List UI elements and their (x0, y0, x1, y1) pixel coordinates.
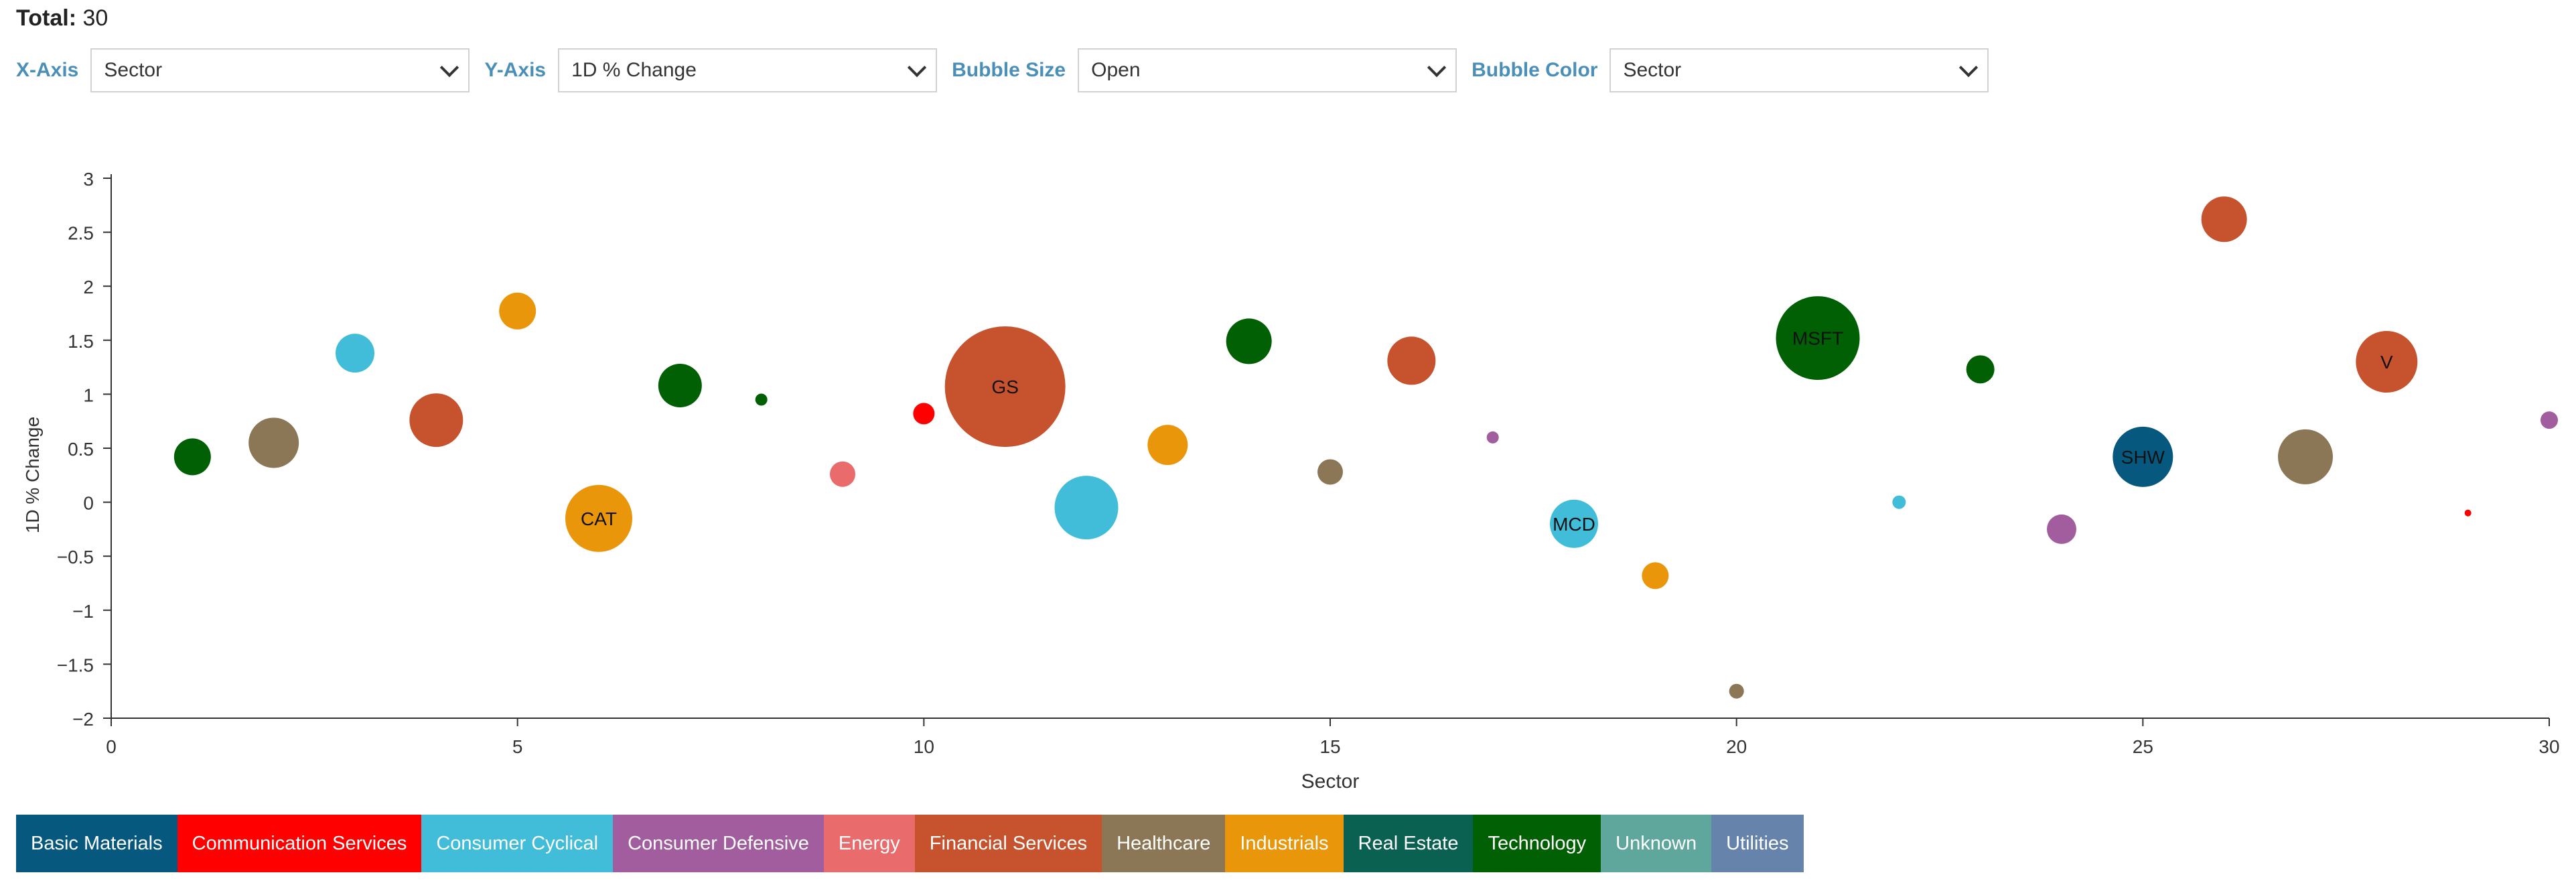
x-tick-label: 15 (1319, 736, 1340, 757)
y-tick-label: 0 (83, 493, 94, 514)
legend-item[interactable]: Industrials (1225, 815, 1344, 872)
bubble-chart: −2−1.5−1−0.500.511.522.530 5 10 15 20 25 30Sec… (22, 169, 2560, 793)
bubble-color-value: Sector (1623, 59, 1682, 81)
y-axis-label: Y-Axis (484, 59, 547, 81)
y-tick-label: −1 (72, 601, 94, 622)
bubble (1147, 425, 1188, 466)
legend-item[interactable]: Communication Services (177, 815, 422, 872)
bubble-color-label: Bubble Color (1472, 59, 1598, 81)
x-tick-label: 20 (1726, 736, 1747, 757)
legend-item[interactable]: Real Estate (1343, 815, 1474, 872)
y-tick-label: 1 (83, 385, 94, 405)
y-tick-label: −0.5 (57, 547, 94, 567)
bubble (658, 364, 702, 408)
y-axis-select[interactable]: 1D % Change (558, 48, 938, 92)
y-axis-title: 1D % Change (22, 417, 43, 533)
chevron-down-icon (1427, 58, 1447, 78)
x-tick-label: 10 (914, 736, 934, 757)
bubble-label: CAT (581, 508, 617, 529)
total-count: Total: 30 (16, 5, 108, 31)
total-value: 30 (82, 5, 109, 31)
bubble-size-value: Open (1091, 59, 1141, 81)
y-tick-label: −1.5 (57, 655, 94, 675)
bubble (830, 461, 855, 487)
legend-item[interactable]: Technology (1473, 815, 1601, 872)
x-axis-label: X-Axis (16, 59, 79, 81)
bubble (1387, 336, 1436, 385)
legend-item[interactable]: Energy (823, 815, 915, 872)
bubble (499, 292, 536, 330)
bubble (1776, 296, 1860, 381)
y-tick-label: 3 (83, 169, 94, 190)
bubble (248, 417, 299, 468)
bubble (173, 438, 211, 476)
bubble (2356, 331, 2418, 393)
bubble (944, 326, 1066, 448)
legend-item[interactable]: Consumer Defensive (613, 815, 824, 872)
y-tick-label: −2 (72, 709, 94, 730)
axis-controls: X-Axis Sector Y-Axis 1D % Change Bubble … (16, 47, 2003, 94)
x-tick-label: 5 (512, 736, 523, 757)
bubble (1226, 318, 1272, 364)
bubble (1317, 459, 1343, 485)
x-tick-label: 0 (106, 736, 117, 757)
bubble (1054, 476, 1119, 540)
chevron-down-icon (440, 58, 459, 78)
bubble (336, 334, 374, 373)
x-axis-value: Sector (104, 59, 163, 81)
bubble (1642, 562, 1669, 590)
legend-item[interactable]: Basic Materials (16, 815, 177, 872)
x-tick-label: 25 (2133, 736, 2153, 757)
chevron-down-icon (907, 58, 927, 78)
y-tick-label: 2.5 (68, 223, 94, 244)
bubble (1486, 431, 1499, 444)
bubble (755, 393, 768, 406)
bubble (1729, 683, 1744, 699)
bubble-label: SHW (2121, 447, 2165, 468)
bubble-label: V (2380, 352, 2393, 372)
bubble (2047, 514, 2076, 544)
chevron-down-icon (1959, 58, 1979, 78)
bubble (1892, 495, 1906, 509)
bubble-size-label: Bubble Size (952, 59, 1066, 81)
total-label: Total: (16, 5, 77, 31)
bubble (2464, 509, 2472, 517)
legend-item[interactable]: Financial Services (914, 815, 1102, 872)
bubble (913, 403, 935, 425)
y-tick-label: 0.5 (68, 439, 94, 460)
x-axis-select[interactable]: Sector (90, 48, 470, 92)
legend-item[interactable]: Unknown (1601, 815, 1712, 872)
bubble-size-select[interactable]: Open (1078, 48, 1457, 92)
legend-item[interactable]: Healthcare (1102, 815, 1226, 872)
bubble-label: MSFT (1792, 328, 1843, 349)
bubble (409, 393, 463, 448)
bubble (2541, 411, 2558, 429)
bubble-color-select[interactable]: Sector (1609, 48, 1989, 92)
bubble (2201, 196, 2247, 243)
bubble-label: MCD (1553, 514, 1595, 535)
x-tick-label: 30 (2538, 736, 2559, 757)
y-tick-label: 1.5 (68, 331, 94, 352)
bubble-label: GS (991, 377, 1018, 397)
bubble (1966, 355, 1995, 384)
sector-legend: Basic Materials Communication Services Con… (16, 815, 1804, 872)
x-axis-title: Sector (1301, 770, 1360, 793)
bubble (1550, 499, 1598, 548)
legend-item[interactable]: Consumer Cyclical (421, 815, 614, 872)
y-axis-value: 1D % Change (571, 59, 697, 81)
y-tick-label: 2 (83, 277, 94, 297)
bubble (2113, 426, 2173, 487)
bubble (2278, 429, 2333, 484)
legend-item[interactable]: Utilities (1711, 815, 1804, 872)
bubble (565, 484, 632, 552)
